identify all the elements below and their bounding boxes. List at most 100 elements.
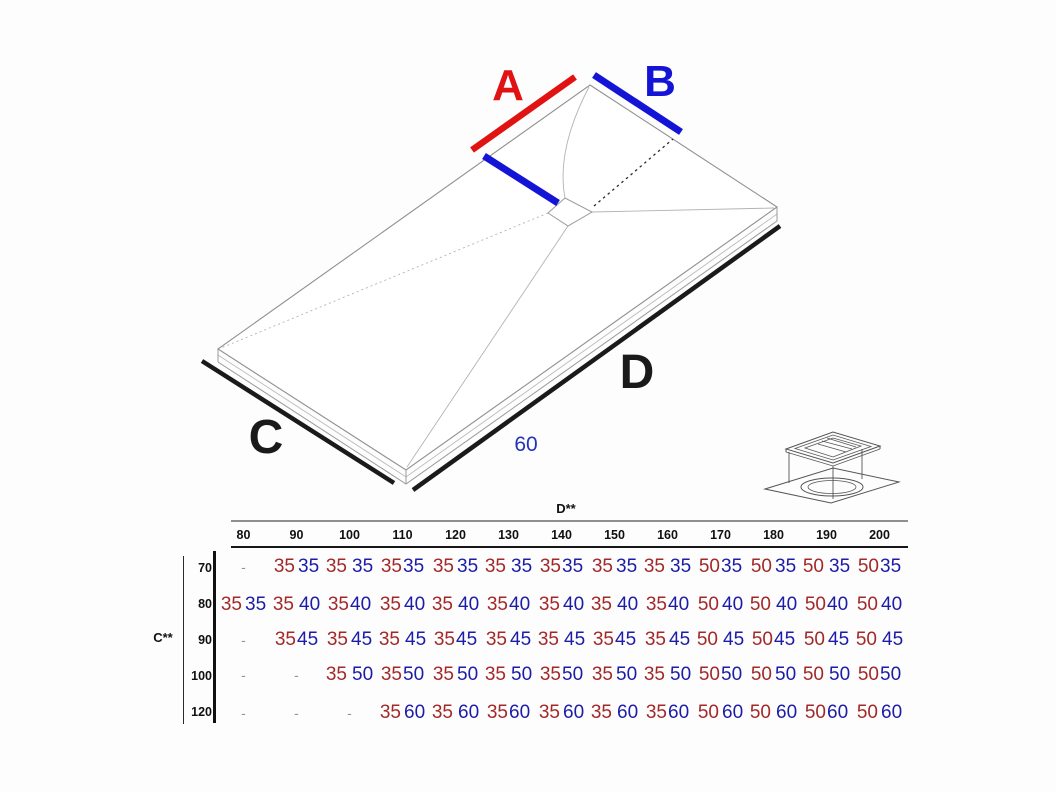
col-header-110: 110 [392,528,413,542]
drain-grate-icon [763,431,901,504]
cell-70-120: 35 35 [432,556,479,577]
cell-70-130: 35 35 [484,556,533,577]
table-row-70: -35 35 35 35 3535 35 35 35 35 3535 35 35 35 35 5035 50 3… [217,550,906,586]
cell-70-150: 35 35 [591,556,638,577]
cell-70-110: 3535 [380,556,425,577]
cell-100-150: 35 50 [591,664,638,685]
cell-100-190: 50 50 [802,664,851,685]
cell-100-80: - [241,667,246,683]
dimension-a-segment [470,74,577,153]
cell-80-130: 3540 [486,594,531,615]
table-top-rule [231,520,908,522]
cell-100-170: 5050 [698,664,743,685]
cell-120-200: 50 60 [856,702,903,723]
table-row-90: -3545 35 45 35 45 3545 35 45 35 45 3545 35 45 50 45 504… [217,622,906,658]
cell-70-190: 50 35 [802,556,851,577]
cell-100-100: 35 50 [325,664,374,685]
cell-80-90: 35 40 [272,594,321,615]
cell-80-200: 50 40 [856,594,903,615]
row-header-100: 100 [191,669,212,683]
drain-square [547,197,594,227]
row-header-left-rule [183,556,184,724]
cell-80-110: 35 40 [379,594,426,615]
cell-120-150: 35 60 [590,702,639,723]
cell-120-140: 35 60 [538,702,585,723]
row-axis-label: C** [153,630,173,645]
col-header-180: 180 [763,528,784,542]
cell-90-200: 50 45 [855,629,904,650]
col-header-120: 120 [445,528,466,542]
cell-120-160: 3560 [645,702,690,723]
header-underline [231,546,908,548]
drain-offset-dotted-line [593,138,674,207]
col-header-150: 150 [604,528,625,542]
row-header-120: 120 [191,705,212,719]
cell-120-110: 35 60 [379,702,426,723]
cell-120-130: 3560 [486,702,531,723]
cell-80-100: 3540 [327,594,372,615]
column-axis-label: D** [556,501,576,516]
cell-90-170: 50 45 [696,629,745,650]
row-headers: 70 80 90 100 120 [186,550,212,730]
cell-100-110: 3550 [380,664,425,685]
cell-100-130: 35 50 [484,664,533,685]
dimension-b-segment [592,72,683,135]
col-header-90: 90 [289,528,304,542]
table-body: -35 35 35 35 3535 35 35 35 35 3535 35 35 35 35 5035 50 3… [217,550,906,730]
table-row-100: - -35 50 3550 35 50 35 50 3550 35 50 35 50 5050 50 50 50… [217,658,906,694]
table-row-120: - - -35 60 35 60 3560 35 60 35 60 3560 50 60 50 60 5060 5… [217,694,906,730]
cell-90-130: 35 45 [485,629,532,650]
tray-diagram: A B C D 60 [200,57,901,504]
col-header-170: 170 [710,528,731,542]
tray-skirt [217,207,778,485]
cell-120-190: 5060 [804,702,849,723]
cell-100-90: - [294,667,299,683]
cell-120-120: 35 60 [431,702,480,723]
dimension-d-segment [411,224,782,492]
cell-120-80: - [241,705,246,721]
cell-80-150: 35 40 [590,594,639,615]
cell-80-160: 3540 [645,594,690,615]
cell-90-120: 3545 [433,629,478,650]
cell-90-190: 50 45 [803,629,850,650]
row-header-right-rule [213,551,216,723]
cell-80-140: 35 40 [538,594,585,615]
cell-70-180: 50 35 [750,556,797,577]
cell-80-80: 35 35 [220,594,267,615]
cell-100-120: 35 50 [432,664,479,685]
cell-100-180: 50 50 [750,664,797,685]
cell-90-80: - [241,632,246,648]
col-header-100: 100 [339,528,360,542]
cell-80-170: 50 40 [697,594,744,615]
row-header-90: 90 [198,633,212,647]
col-header-140: 140 [551,528,572,542]
cell-100-200: 5050 [857,664,902,685]
slope-fold-lines [220,86,775,468]
label-a: A [492,61,524,110]
col-header-200: 200 [869,528,890,542]
cell-100-140: 3550 [539,664,584,685]
cell-90-100: 35 45 [326,629,373,650]
cell-70-140: 3535 [539,556,584,577]
cell-120-100: - [347,705,352,721]
cell-100-160: 35 50 [643,664,692,685]
cell-80-180: 50 40 [749,594,798,615]
cell-90-110: 35 45 [378,629,427,650]
col-header-190: 190 [816,528,837,542]
col-header-160: 160 [657,528,678,542]
cell-90-160: 35 45 [644,629,691,650]
row-header-80: 80 [198,597,212,611]
cell-120-170: 50 60 [697,702,744,723]
cell-70-170: 5035 [698,556,743,577]
cell-90-90: 3545 [274,629,319,650]
cell-70-100: 35 35 [325,556,374,577]
cell-90-140: 35 45 [537,629,586,650]
cell-120-180: 50 60 [749,702,798,723]
col-header-130: 130 [498,528,519,542]
drain-offset-segment [482,153,560,206]
cell-70-160: 35 35 [643,556,692,577]
label-d: D [620,346,655,399]
column-headers: 80 90 100 110 120 130 140 150 160 170 180 190 200 [217,528,906,542]
cell-90-180: 5045 [751,629,796,650]
